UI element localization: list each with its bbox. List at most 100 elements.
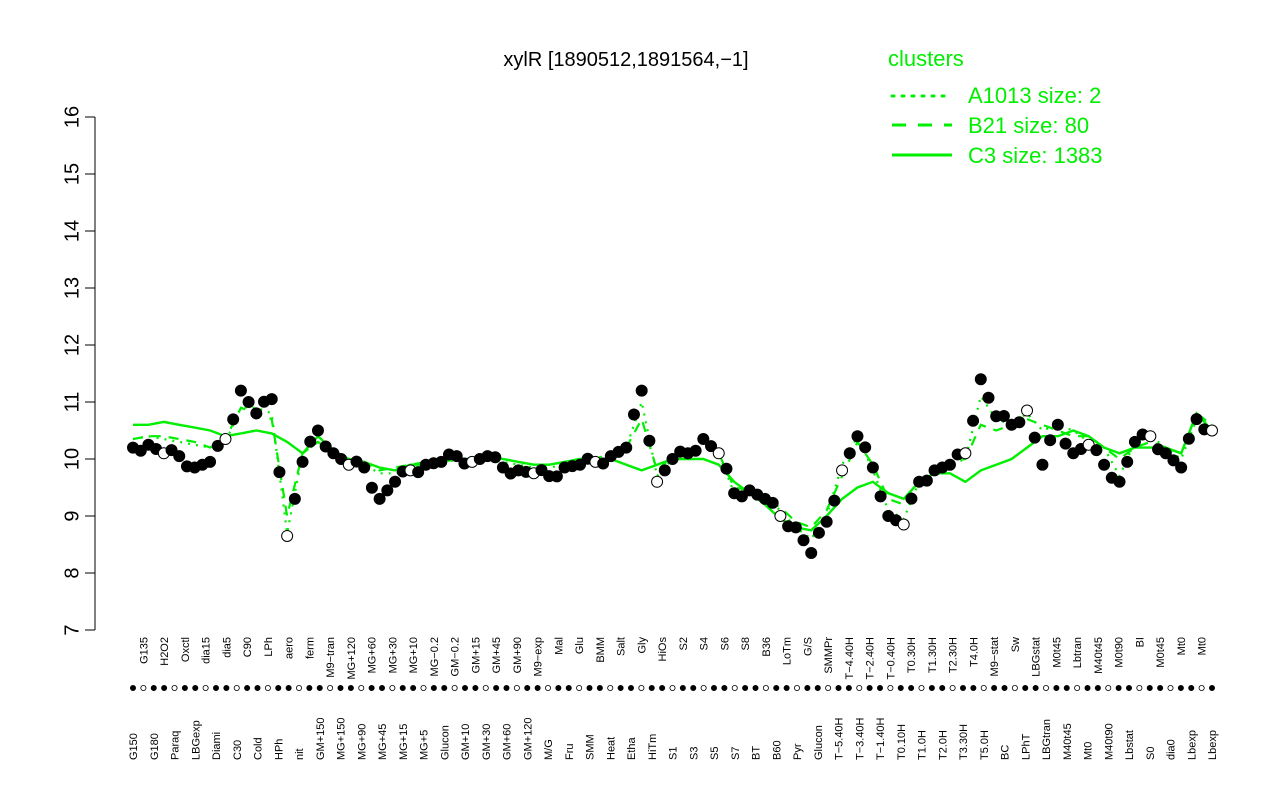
x-marker — [1126, 685, 1133, 692]
x-marker — [980, 685, 987, 692]
x-tick-label: T0.30H — [906, 637, 918, 673]
x-tick-label: HiTm — [647, 734, 659, 760]
x-tick-label: T1.30H — [927, 637, 939, 673]
x-tick-label: MG+15 — [398, 724, 410, 760]
data-point — [1044, 434, 1057, 447]
data-point — [967, 414, 980, 427]
data-point — [805, 547, 818, 560]
x-tick-label: Lbexp — [1186, 730, 1198, 760]
x-tick-label: GM+10 — [460, 724, 472, 760]
x-tick-label: T2.0H — [937, 730, 949, 760]
x-marker — [804, 685, 811, 692]
x-tick-label: Pyr — [792, 743, 804, 760]
x-tick-label: ferm — [304, 637, 316, 659]
x-marker — [628, 685, 635, 692]
x-tick-label: T−3.40H — [854, 717, 866, 760]
data-point — [211, 439, 224, 452]
data-point — [597, 457, 610, 470]
data-point — [265, 393, 278, 406]
x-tick-label: C30 — [232, 740, 244, 760]
x-tick-label: M9−tran — [325, 637, 337, 678]
x-tick-label: M9−stat — [989, 637, 1001, 676]
data-point — [319, 440, 332, 453]
data-point — [666, 453, 679, 465]
y-tick-label: 11 — [61, 392, 83, 413]
data-point — [789, 521, 802, 534]
data-point — [697, 433, 710, 446]
x-tick-label: dia15 — [201, 637, 213, 664]
x-tick-label: M40t45 — [1062, 723, 1074, 760]
series-layer — [132, 393, 1213, 541]
x-tick-label: nit — [294, 748, 306, 760]
data-point — [689, 444, 702, 457]
x-marker — [928, 685, 935, 692]
x-tick-label: Gly — [636, 637, 648, 654]
x-tick-label: LBGexp — [190, 720, 202, 760]
x-marker — [648, 685, 655, 692]
x-tick-label: M40t45 — [1093, 637, 1105, 674]
x-tick-label: T−1.40H — [875, 717, 887, 760]
data-point — [643, 434, 656, 447]
data-point — [242, 396, 255, 408]
data-point — [250, 407, 263, 420]
x-marker — [1105, 685, 1112, 692]
x-tick-label: MG+45 — [377, 724, 389, 760]
x-tick-label: Lbstat — [1124, 730, 1136, 760]
x-marker — [150, 685, 157, 692]
x-axis: G150 G135 G180 H2O2 Paraq Oxctl LBGexp dia15 Dia… — [128, 637, 1219, 761]
x-tick-label: M40t90 — [1103, 723, 1115, 760]
chart-title: xylR [1890512,1891564,−1] — [503, 49, 748, 71]
data-point — [820, 515, 833, 528]
x-tick-label: HiOs — [657, 637, 669, 662]
data-point — [897, 518, 910, 531]
x-marker — [1188, 685, 1195, 692]
series-line-dotted — [132, 393, 1213, 541]
x-tick-label: LBGstat — [1031, 637, 1043, 677]
data-point — [204, 455, 217, 468]
x-marker — [451, 685, 458, 692]
data-point — [365, 481, 378, 494]
x-marker — [773, 685, 780, 692]
x-tick-label: M0t45 — [1155, 637, 1167, 668]
data-point — [635, 384, 648, 397]
data-point — [435, 455, 448, 468]
x-tick-label: G180 — [149, 733, 161, 760]
x-marker — [1084, 685, 1091, 692]
x-marker — [161, 685, 168, 692]
legend-title: clusters — [888, 46, 964, 71]
x-marker — [493, 685, 500, 692]
x-tick-label: BT — [751, 746, 763, 760]
x-marker — [586, 685, 593, 692]
x-tick-label: MG−0.2 — [429, 637, 441, 676]
data-point — [1206, 424, 1218, 437]
x-marker — [140, 685, 147, 692]
data-point — [920, 474, 933, 487]
x-marker — [545, 685, 552, 692]
x-marker — [430, 685, 437, 692]
x-tick-label: M9−exp — [533, 637, 545, 676]
legend-label-a1013: A1013 size: 2 — [968, 83, 1101, 108]
data-point — [797, 534, 810, 547]
x-tick-label: GM+30 — [481, 724, 493, 760]
x-tick-label: GM+60 — [502, 724, 514, 760]
y-tick-label: 13 — [61, 277, 83, 299]
x-tick-label: Glucon — [439, 725, 451, 760]
x-tick-label: aero — [284, 637, 296, 659]
x-tick-label: T4.0H — [968, 637, 980, 667]
x-tick-label: Cold — [253, 737, 265, 760]
x-marker — [223, 685, 230, 692]
data-point — [627, 408, 640, 421]
data-point — [1028, 431, 1041, 444]
x-tick-label: GM+150 — [315, 718, 327, 761]
x-marker — [762, 685, 769, 692]
x-marker — [835, 685, 842, 692]
data-point — [273, 466, 286, 479]
x-marker — [1032, 685, 1039, 692]
x-marker — [949, 685, 956, 692]
x-tick-label: M0t45 — [1051, 637, 1063, 668]
x-marker — [970, 685, 977, 692]
x-marker — [1043, 685, 1050, 692]
data-point — [982, 391, 995, 404]
x-marker — [918, 685, 925, 692]
data-point — [381, 484, 394, 497]
